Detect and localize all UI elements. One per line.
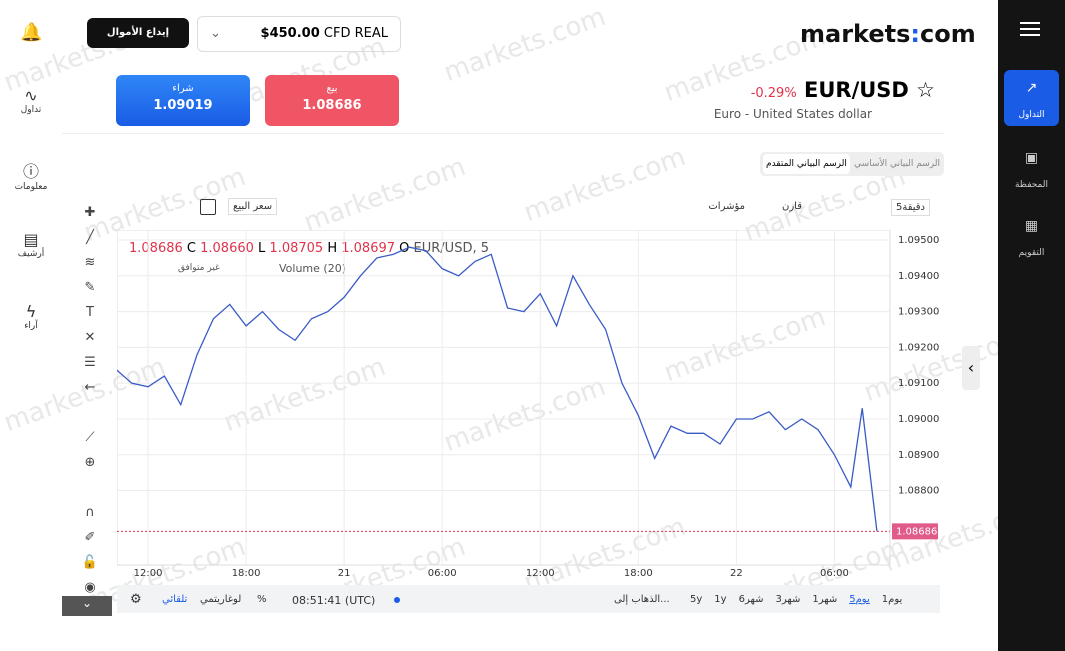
indicators[interactable]: مؤشرات	[708, 201, 745, 212]
x-tick-label: 18:00	[624, 568, 653, 579]
nav-item[interactable]: ▣ المحفظة	[1004, 140, 1059, 196]
range[interactable]: 6شهر	[738, 594, 764, 605]
divider	[62, 133, 944, 134]
nav-label: التقويم	[1018, 248, 1045, 258]
menu-icon[interactable]	[1020, 22, 1040, 24]
range[interactable]: 1يوم	[881, 594, 903, 605]
chart-tabs: الرسم البياني الأساسي الرسم البياني المت…	[760, 152, 944, 176]
settings-icon[interactable]: ⚙	[130, 592, 142, 607]
sidebar-item[interactable]: ▤ أرشيف	[17, 230, 45, 259]
percent[interactable]: %	[257, 594, 267, 605]
watermark: markets.com	[439, 1, 610, 89]
logo: markets:com	[800, 20, 976, 48]
goto[interactable]: الذهاب إلى...	[614, 594, 670, 605]
watermark: markets.com	[519, 141, 690, 229]
x-tick-label: 06:00	[820, 568, 849, 579]
x-tick-label: 22	[730, 568, 743, 579]
range[interactable]: 1شهر	[812, 594, 838, 605]
x-tick-label: 06:00	[428, 568, 457, 579]
y-tick-label: 1.08800	[898, 486, 939, 497]
interval[interactable]: 5دقيقة	[890, 199, 930, 216]
tab[interactable]: الرسم البياني الأساسي	[854, 159, 940, 169]
status-dot	[394, 597, 400, 603]
clock: 08:51:41 (UTC)	[292, 594, 376, 607]
balance: $450.00	[260, 26, 320, 41]
drawing-tools[interactable]: ✚ ╱ ≋ ✎ T ✕ ☰ ← ⟋ ⊕ ∩ ✐ 🔓 ◉	[81, 205, 99, 595]
deposit-button[interactable]: إيداع الأموال	[87, 18, 189, 48]
log[interactable]: لوغاريتمي	[200, 594, 242, 605]
y-tick-label: 1.09000	[898, 414, 939, 425]
nav-label: التداول	[1018, 110, 1045, 120]
x-tick-label: 12:00	[526, 568, 555, 579]
range[interactable]: 5يوم	[849, 594, 870, 605]
last-price-tag	[892, 523, 938, 540]
sidebar-item[interactable]: ⓘ معلومات	[14, 162, 48, 192]
watermark: markets.com	[299, 151, 470, 239]
account-type: CFD REAL	[323, 26, 388, 41]
y-tick-label: 1.09400	[898, 271, 939, 282]
chart: 1.08800 1.08900 1.09000 1.09100 1.09200 1.093…	[117, 230, 939, 579]
sidebar-item[interactable]: ∿ تداول	[20, 86, 42, 115]
buy-button[interactable]: شراء 1.09019	[116, 75, 250, 126]
auto[interactable]: تلقائي	[162, 594, 188, 605]
range[interactable]: 5y	[690, 594, 703, 605]
sell-button[interactable]: بيع 1.08686	[265, 75, 399, 126]
instrument-name: Euro - United States dollar	[713, 107, 872, 121]
x-tick-label: 12:00	[134, 568, 163, 579]
bell-icon[interactable]: 🔔	[20, 22, 43, 43]
y-tick-label: 1.09300	[898, 307, 939, 318]
checkbox[interactable]	[200, 199, 216, 215]
ranges: 5y 1y 6شهر 3شهر 1شهر 5يوم 1يوم	[690, 594, 902, 605]
y-tick-label: 1.09100	[898, 378, 939, 389]
y-tick-label: 1.08900	[898, 450, 939, 461]
scroll-down[interactable]: ⌄	[62, 596, 112, 616]
x-tick-label: 21	[338, 568, 351, 579]
range[interactable]: 1y	[714, 594, 727, 605]
y-tick-label: 1.09500	[898, 235, 939, 246]
collapse-button[interactable]: ‹	[962, 346, 980, 390]
x-tick-label: 18:00	[232, 568, 261, 579]
nav-item[interactable]: ▦ التقويم	[1004, 208, 1059, 264]
footer-bar	[117, 585, 940, 613]
last-price-label: 1.08686	[896, 526, 937, 537]
legend-na: غير متوافق	[178, 263, 220, 273]
tab[interactable]: الرسم البياني المتقدم	[763, 154, 850, 174]
y-tick-label: 1.09200	[898, 342, 939, 353]
account-selector[interactable]: ⌄ $450.00 CFD REAL	[197, 16, 401, 52]
range[interactable]: 3شهر	[775, 594, 801, 605]
right-nav: ↗ التداول ▣ المحفظة ▦ التقويم	[998, 0, 1065, 651]
instrument-header: -0.29% EUR/USD ☆	[750, 78, 935, 102]
nav-label: المحفظة	[1014, 180, 1049, 190]
ohlc-legend: 1.08686 C 1.08660 L 1.08705 H 1.08697 O …	[129, 241, 489, 256]
price-line	[117, 246, 878, 532]
volume-legend: Volume (20)	[279, 262, 346, 275]
price-type[interactable]: سعر البيع	[228, 198, 278, 215]
plot-frame	[117, 230, 891, 566]
nav-item[interactable]: ↗ التداول	[1004, 70, 1059, 126]
sidebar-item[interactable]: ϟ آراء	[24, 302, 38, 331]
compare[interactable]: قارن	[782, 201, 802, 212]
